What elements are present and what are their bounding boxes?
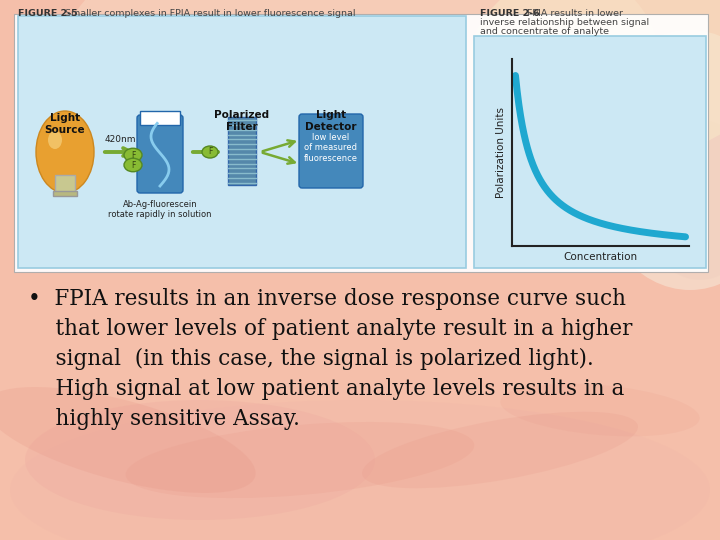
Text: Light
Detector: Light Detector [305, 110, 356, 132]
Text: 420nm: 420nm [104, 135, 136, 144]
Ellipse shape [48, 131, 62, 149]
Ellipse shape [36, 111, 94, 193]
Text: •  FPIA results in an inverse dose response curve such: • FPIA results in an inverse dose respon… [28, 288, 626, 310]
Text: Ab-Ag-fluorescein
rotate rapidly in solution: Ab-Ag-fluorescein rotate rapidly in solu… [108, 200, 212, 219]
Text: signal  (in this case, the signal is polarized light).: signal (in this case, the signal is pola… [28, 348, 594, 370]
Text: F: F [131, 160, 135, 170]
Text: Polarized
Filter: Polarized Filter [215, 110, 269, 132]
Text: that lower levels of patient analyte result in a higher: that lower levels of patient analyte res… [28, 318, 632, 340]
Text: FPIA results in lower: FPIA results in lower [524, 9, 623, 18]
FancyBboxPatch shape [228, 117, 256, 185]
Ellipse shape [500, 383, 700, 436]
FancyBboxPatch shape [18, 16, 466, 268]
FancyBboxPatch shape [299, 114, 363, 188]
Ellipse shape [124, 158, 142, 172]
Text: Smaller complexes in FPIA result in lower fluorescence signal: Smaller complexes in FPIA result in lowe… [62, 9, 356, 18]
Text: Light
Source: Light Source [45, 113, 85, 134]
Ellipse shape [125, 422, 474, 498]
Text: F: F [131, 151, 135, 159]
Bar [53, 191, 77, 196]
Y-axis label: Polarization Units: Polarization Units [497, 107, 506, 198]
X-axis label: Concentration: Concentration [564, 252, 638, 261]
Bar [140, 111, 180, 125]
Ellipse shape [25, 400, 375, 520]
Text: High signal at low patient analyte levels results in a: High signal at low patient analyte level… [28, 378, 624, 400]
FancyBboxPatch shape [137, 115, 183, 193]
Text: FIGURE 2-6: FIGURE 2-6 [480, 9, 540, 18]
Text: F: F [208, 147, 212, 157]
Ellipse shape [60, 0, 660, 210]
Text: FIGURE 2-5: FIGURE 2-5 [18, 9, 78, 18]
Bar [55, 175, 75, 193]
Text: highly sensitive Assay.: highly sensitive Assay. [28, 408, 300, 430]
FancyBboxPatch shape [14, 14, 708, 272]
Ellipse shape [202, 146, 218, 158]
FancyBboxPatch shape [474, 36, 706, 268]
Ellipse shape [362, 411, 638, 488]
Ellipse shape [0, 387, 256, 493]
Ellipse shape [590, 30, 720, 290]
Ellipse shape [10, 400, 710, 540]
Text: inverse relationship between signal: inverse relationship between signal [480, 18, 649, 27]
Ellipse shape [470, 0, 720, 160]
Ellipse shape [124, 148, 142, 162]
Text: and concentrate of analyte: and concentrate of analyte [480, 27, 609, 36]
Text: low level
of measured
fluorescence: low level of measured fluorescence [304, 133, 358, 163]
Ellipse shape [640, 120, 720, 280]
